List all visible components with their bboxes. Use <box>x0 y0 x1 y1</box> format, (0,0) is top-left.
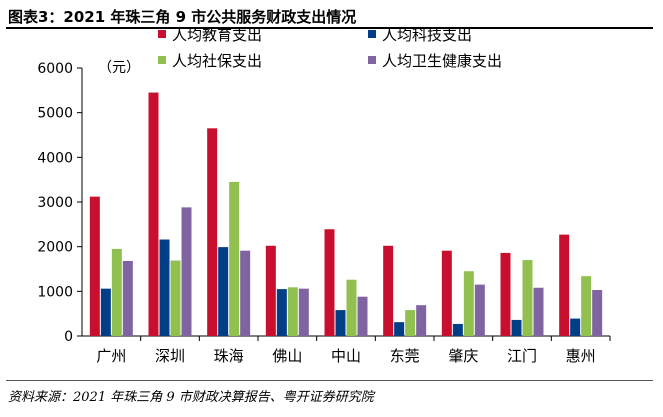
bar <box>122 260 133 336</box>
bar-chart: 0 1000 2000 3000 4000 5000 6000 （元） 广州 深圳 珠海 佛山 中山 东莞… <box>37 26 611 365</box>
y-tick-label: 2000 <box>37 240 73 256</box>
x-tick-label: 东莞 <box>390 347 420 365</box>
bar <box>265 245 276 336</box>
source-note: 资料来源：2021 年珠三角 9 市财政决算报告、粤开证券研究院 <box>8 390 374 405</box>
x-tick-label: 深圳 <box>155 347 185 365</box>
x-tick-label: 中山 <box>331 347 361 365</box>
y-tick-label: 3000 <box>37 195 73 211</box>
bar <box>89 196 100 336</box>
bar <box>405 310 416 336</box>
bar <box>533 287 544 336</box>
bar <box>229 181 240 336</box>
bar <box>207 128 218 336</box>
bar <box>463 271 474 336</box>
legend-label: 人均科技支出 <box>382 26 472 44</box>
bar <box>111 248 122 336</box>
y-tick-label: 5000 <box>37 106 73 122</box>
legend-label: 人均社保支出 <box>172 52 262 70</box>
chart-title: 图表3：2021 年珠三角 9 市公共服务财政支出情况 <box>8 8 357 26</box>
title-divider <box>6 27 653 29</box>
bar <box>441 250 452 336</box>
y-tick-label: 1000 <box>37 284 73 300</box>
source-divider <box>6 380 653 381</box>
bar <box>335 310 346 336</box>
legend-label: 人均卫生健康支出 <box>382 52 502 70</box>
y-tick-label: 0 <box>64 329 73 345</box>
bar <box>559 234 570 336</box>
bar <box>383 245 394 336</box>
x-tick-label: 佛山 <box>272 347 302 365</box>
bar <box>170 260 181 336</box>
bar <box>581 276 592 336</box>
x-tick-label: 肇庆 <box>448 347 478 365</box>
bar <box>416 305 427 336</box>
bar <box>452 323 463 336</box>
bar <box>474 284 485 336</box>
bar <box>592 289 603 336</box>
x-tick-label: 广州 <box>96 347 126 365</box>
legend-swatch <box>158 30 166 38</box>
bar <box>148 92 159 336</box>
bar <box>357 296 368 336</box>
bar <box>394 322 405 336</box>
legend-swatch <box>158 56 166 64</box>
legend-label: 人均教育支出 <box>172 26 262 44</box>
x-tick-label: 江门 <box>507 347 537 365</box>
legend-swatch <box>368 56 376 64</box>
bar <box>276 289 287 336</box>
legend-swatch <box>368 30 376 38</box>
bar <box>100 288 111 336</box>
bar <box>500 252 511 336</box>
x-tick-label: 惠州 <box>566 347 596 365</box>
bar <box>346 279 357 336</box>
bar <box>218 247 229 336</box>
bar <box>159 239 170 336</box>
bar <box>287 287 298 336</box>
y-tick-label: 6000 <box>37 61 73 77</box>
bar <box>181 207 192 336</box>
bar <box>522 260 533 336</box>
bar <box>511 319 522 336</box>
x-tick-label: 珠海 <box>214 347 244 365</box>
y-tick-label: 4000 <box>37 150 73 166</box>
bar <box>298 288 309 336</box>
unit-label: （元） <box>98 60 140 76</box>
bar <box>240 250 251 336</box>
bar <box>570 318 581 336</box>
bar <box>324 229 335 336</box>
